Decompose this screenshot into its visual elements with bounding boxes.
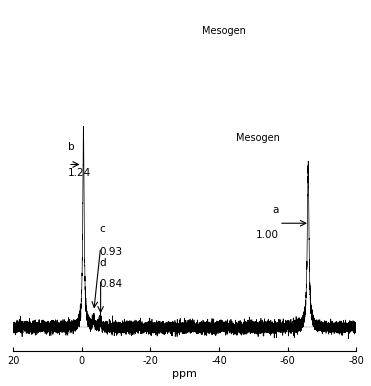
Text: 1.24: 1.24 <box>68 168 91 178</box>
Text: d: d <box>99 258 105 268</box>
Text: 0.93: 0.93 <box>99 247 122 257</box>
Text: Mesogen: Mesogen <box>202 26 246 36</box>
Text: 0.84: 0.84 <box>99 279 122 290</box>
Text: 1.00: 1.00 <box>256 230 279 240</box>
Text: Mesogen: Mesogen <box>236 133 280 143</box>
Text: a: a <box>273 205 279 215</box>
Text: b: b <box>68 142 75 152</box>
X-axis label: ppm: ppm <box>172 369 197 379</box>
Text: c: c <box>99 224 105 234</box>
